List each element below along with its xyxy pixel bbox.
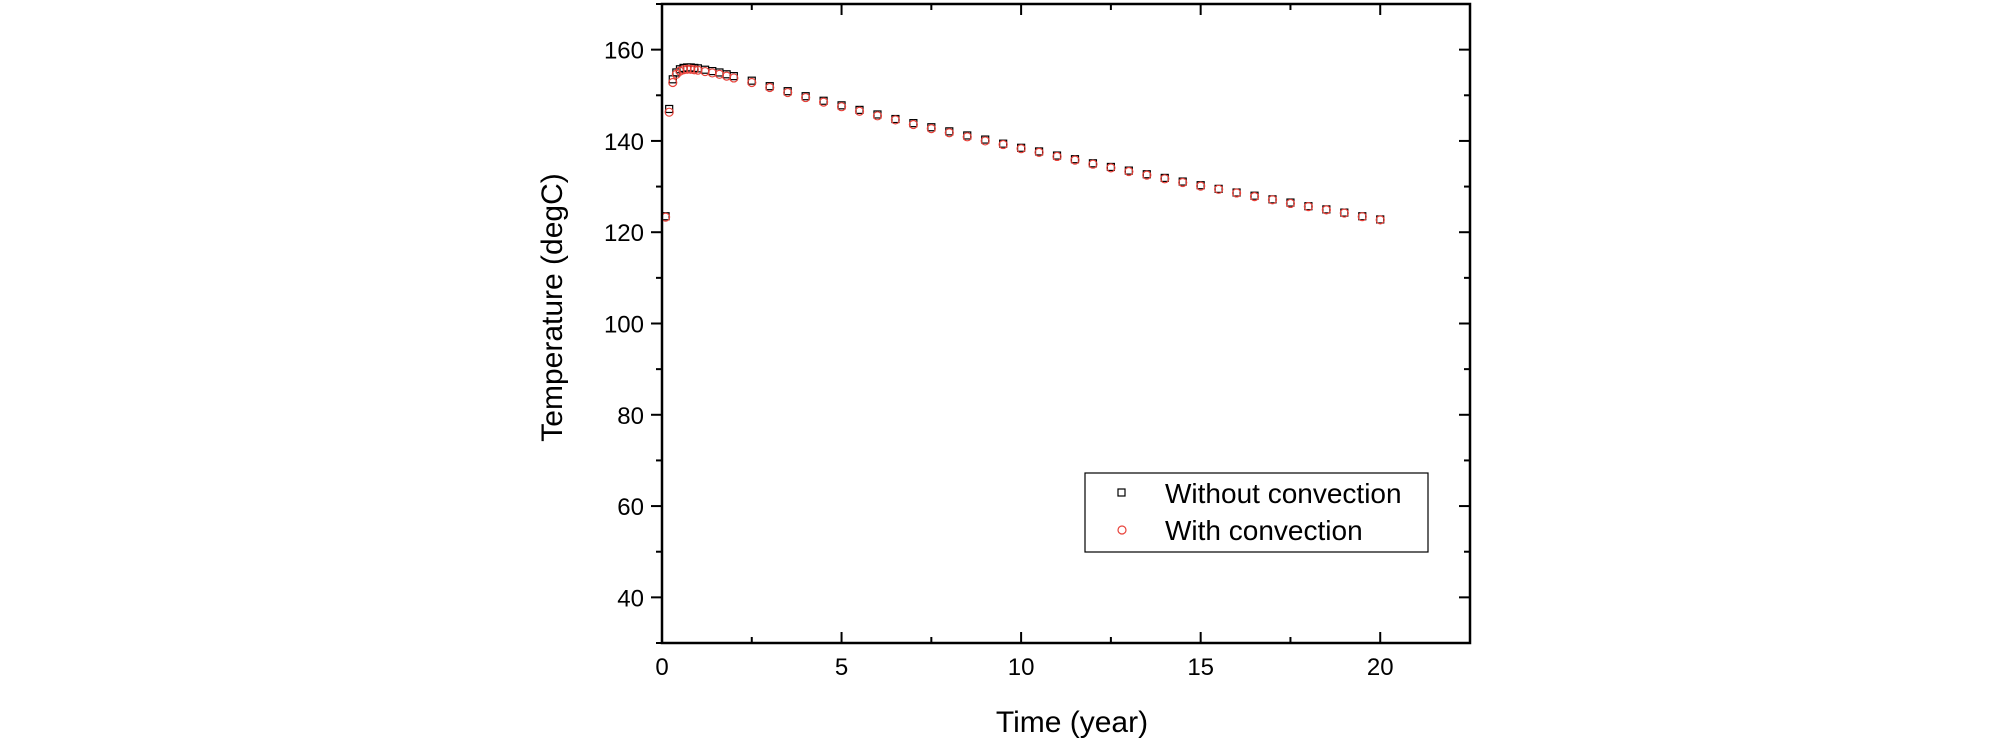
y-axis-label: Temperature (degC) [536,173,569,441]
data-point-with-convection [1321,205,1331,215]
data-point-with-convection [1052,151,1062,162]
data-point-with-convection [872,111,883,121]
x-axis-label: Time (year) [996,706,1148,739]
x-tick-label: 0 [655,654,668,681]
data-point-with-convection [908,119,918,130]
data-point-with-convection [944,128,954,138]
data-point-with-convection [998,139,1008,150]
y-tick-label: 40 [617,585,644,612]
data-point-with-convection [1106,163,1116,173]
data-point-with-convection [1375,215,1385,225]
legend-marker-with-convection [1117,525,1127,535]
data-point-with-convection [818,97,829,107]
data-point-with-convection [1303,202,1314,212]
y-tick-label: 60 [617,494,644,521]
data-point-with-convection [747,77,757,88]
y-tick-label: 100 [604,312,644,339]
plot-frame [660,2,1472,645]
data-point-with-convection [765,82,775,93]
data-point-with-convection [686,64,696,74]
legend-label-without-convection: Without convection [1165,478,1402,509]
data-point-with-convection [1249,192,1260,202]
data-point-with-convection [962,132,972,142]
data-point-with-convection [668,77,678,88]
data-marks [660,63,1385,225]
data-point-with-convection [1088,159,1098,169]
axis-ticks: 0 5 10 15 20 40 60 80 100 120 140 160 [604,3,1470,681]
data-point-with-convection [729,73,739,83]
data-point-with-convection [664,107,674,117]
x-tick-label: 5 [835,654,848,681]
legend-label-with-convection: With convection [1165,515,1363,546]
data-point-without-convection [665,104,674,114]
data-point-with-convection [700,66,710,77]
data-point-with-convection [1357,212,1367,222]
data-point-with-convection [678,65,689,75]
y-tick-label: 120 [604,220,644,247]
data-point-with-convection [707,68,717,78]
data-point-with-convection [836,102,847,112]
legend-marker-without-convection [1117,488,1126,497]
data-point-with-convection [693,65,703,75]
x-tick-label: 10 [1008,654,1035,681]
data-point-with-convection [854,106,865,116]
data-point-with-convection [1339,208,1349,218]
data-point-with-convection [1196,181,1206,191]
data-point-with-convection [926,124,936,134]
data-point-with-convection [1267,195,1278,205]
x-tick-label: 15 [1187,654,1214,681]
data-point-with-convection [1124,166,1134,177]
data-point-with-convection [980,136,990,146]
legend: Without convection With convection [1084,472,1429,553]
legend-box [1084,472,1429,553]
data-point-with-convection [801,92,811,103]
y-tick-label: 160 [604,38,644,65]
data-point-with-convection [1160,174,1170,184]
data-point-with-convection [1231,188,1242,198]
data-point-with-convection [1214,184,1224,194]
y-tick-label: 140 [604,129,644,156]
data-point-with-convection [783,87,793,98]
data-point-with-convection [890,115,901,125]
data-point-with-convection [1142,170,1152,180]
data-point-with-convection [1070,155,1080,165]
x-tick-label: 20 [1367,654,1394,681]
data-point-with-convection [1016,144,1026,154]
data-point-with-convection [682,64,692,74]
data-point-with-convection [1178,177,1188,188]
data-point-with-convection [1034,147,1044,157]
y-tick-label: 80 [617,403,644,430]
data-point-with-convection [689,65,699,75]
data-point-with-convection [1285,198,1296,209]
